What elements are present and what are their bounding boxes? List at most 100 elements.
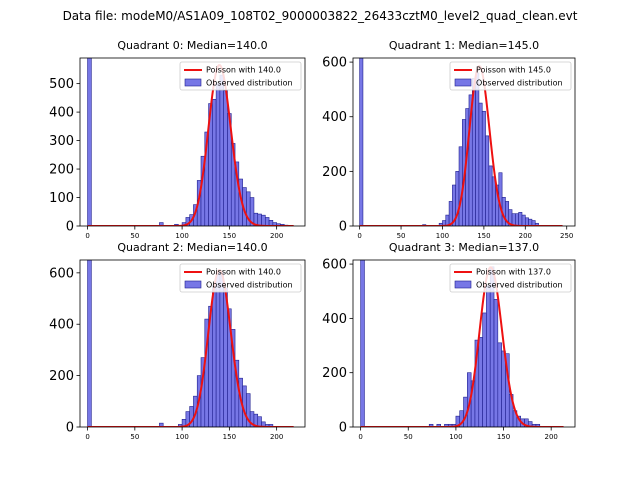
x-tick-label: 0 <box>85 433 89 441</box>
histogram-bar <box>215 272 221 427</box>
histogram-bar <box>491 176 496 226</box>
legend-label-observed: Observed distribution <box>206 281 293 290</box>
legend: Poisson with 137.0 Observed distribution <box>449 263 572 293</box>
y-tick-label: 400 <box>322 110 347 125</box>
legend-label-observed: Observed distribution <box>476 79 563 88</box>
y-tick-label: 400 <box>49 318 74 333</box>
x-tick-label: 250 <box>560 232 573 240</box>
x-tick-label: 200 <box>270 433 283 441</box>
legend-box <box>449 263 572 293</box>
panel-title: Quadrant 0: Median=140.0 <box>117 39 267 52</box>
histogram-bar <box>478 102 483 226</box>
y-tick-label: 0 <box>66 421 74 436</box>
axes-frame <box>352 57 576 227</box>
chart-panel-2: Quadrant 2: Median=140.0 0 50 100 150 200 0 200… <box>49 241 306 441</box>
histogram-bar <box>478 337 483 427</box>
legend-label-poisson: Poisson with 137.0 <box>476 268 551 277</box>
x-tick-label: 150 <box>497 433 510 441</box>
legend: Poisson with 145.0 Observed distribution <box>449 61 572 91</box>
x-tick-label: 100 <box>175 433 188 441</box>
histogram-bar <box>261 214 266 226</box>
legend-box <box>179 61 302 91</box>
x-tick-label: 0 <box>358 433 362 441</box>
poisson-curve <box>359 65 563 226</box>
x-tick-label: 100 <box>436 232 449 240</box>
histogram-bar <box>501 350 506 427</box>
axes-frame <box>79 259 306 428</box>
y-tick-label: 400 <box>322 312 347 327</box>
histogram-bar <box>518 212 523 226</box>
y-tick-label: 500 <box>49 77 74 92</box>
plot-area <box>360 260 564 427</box>
y-tick-label: 200 <box>322 366 347 381</box>
x-tick-label: 150 <box>477 232 490 240</box>
histogram-bar <box>528 218 533 226</box>
poisson-curve <box>87 64 294 226</box>
histogram-bar <box>246 393 251 427</box>
y-tick-label: 600 <box>49 266 74 281</box>
y-tick-label: 200 <box>49 163 74 178</box>
plot-area <box>87 58 294 226</box>
legend-label-poisson: Poisson with 140.0 <box>206 66 281 75</box>
histogram-bar <box>223 287 228 427</box>
panel-title: Quadrant 3: Median=137.0 <box>389 241 539 254</box>
legend-hist-swatch <box>454 280 472 289</box>
legend-hist-swatch <box>184 78 202 87</box>
x-tick-label: 100 <box>175 232 188 240</box>
histogram-bar <box>485 135 490 226</box>
axes-frame <box>79 57 306 227</box>
panel-title: Quadrant 2: Median=140.0 <box>117 241 267 254</box>
y-tick-label: 100 <box>49 191 74 206</box>
histogram-bar <box>475 72 480 226</box>
panels: Quadrant 0: Median=140.0 0 50 100 150 200 0 100… <box>49 39 576 441</box>
legend-label-observed: Observed distribution <box>206 79 293 88</box>
y-tick-label: 600 <box>322 258 347 273</box>
histogram-bar <box>215 83 221 226</box>
legend-hist-swatch <box>184 280 202 289</box>
histogram-bar <box>524 217 529 226</box>
histogram-bar <box>488 165 493 226</box>
legend-label-observed: Observed distribution <box>476 281 563 290</box>
histogram-bar <box>493 299 499 427</box>
y-tick-label: 0 <box>339 220 347 235</box>
histogram-bar <box>360 260 365 427</box>
y-tick-label: 0 <box>66 220 74 235</box>
plot-area <box>359 58 563 226</box>
x-tick-label: 100 <box>449 433 462 441</box>
histogram-bar <box>212 98 217 226</box>
y-tick-label: 600 <box>322 56 347 71</box>
histogram-bar <box>482 312 487 427</box>
legend-hist-swatch <box>454 78 472 87</box>
axes-frame <box>352 259 576 428</box>
legend: Poisson with 140.0 Observed distribution <box>179 61 302 91</box>
histogram-bar <box>87 58 92 226</box>
legend-label-poisson: Poisson with 140.0 <box>206 268 281 277</box>
x-tick-label: 200 <box>270 232 283 240</box>
chart-panel-1: Quadrant 1: Median=145.0 0 50 100 150 200 250 0… <box>322 39 576 240</box>
histogram-bar <box>257 213 262 226</box>
y-tick-label: 400 <box>49 106 74 121</box>
figure-title: Data file: modeM0/AS1A09_108T02_90000038… <box>63 9 578 23</box>
histogram-bar <box>212 285 217 427</box>
histogram-bar <box>534 222 539 226</box>
plot-area <box>87 260 294 427</box>
histogram-bar <box>223 90 228 226</box>
poisson-curve <box>87 269 294 427</box>
histogram-bar <box>87 260 92 427</box>
legend-box <box>449 61 572 91</box>
histogram-bar <box>497 342 502 427</box>
x-tick-label: 150 <box>223 232 236 240</box>
histogram-bar <box>481 110 486 226</box>
chart-panel-3: Quadrant 3: Median=137.0 0 50 100 150 200 0 200… <box>322 241 576 441</box>
x-tick-label: 0 <box>357 232 361 240</box>
panel-title: Quadrant 1: Median=145.0 <box>389 39 539 52</box>
y-tick-label: 200 <box>322 165 347 180</box>
x-tick-label: 200 <box>544 433 557 441</box>
legend-box <box>179 263 302 293</box>
histogram-bar <box>264 217 270 226</box>
x-tick-label: 200 <box>519 232 532 240</box>
histogram-bar <box>219 74 224 226</box>
y-tick-label: 200 <box>49 369 74 384</box>
x-tick-label: 50 <box>130 232 139 240</box>
